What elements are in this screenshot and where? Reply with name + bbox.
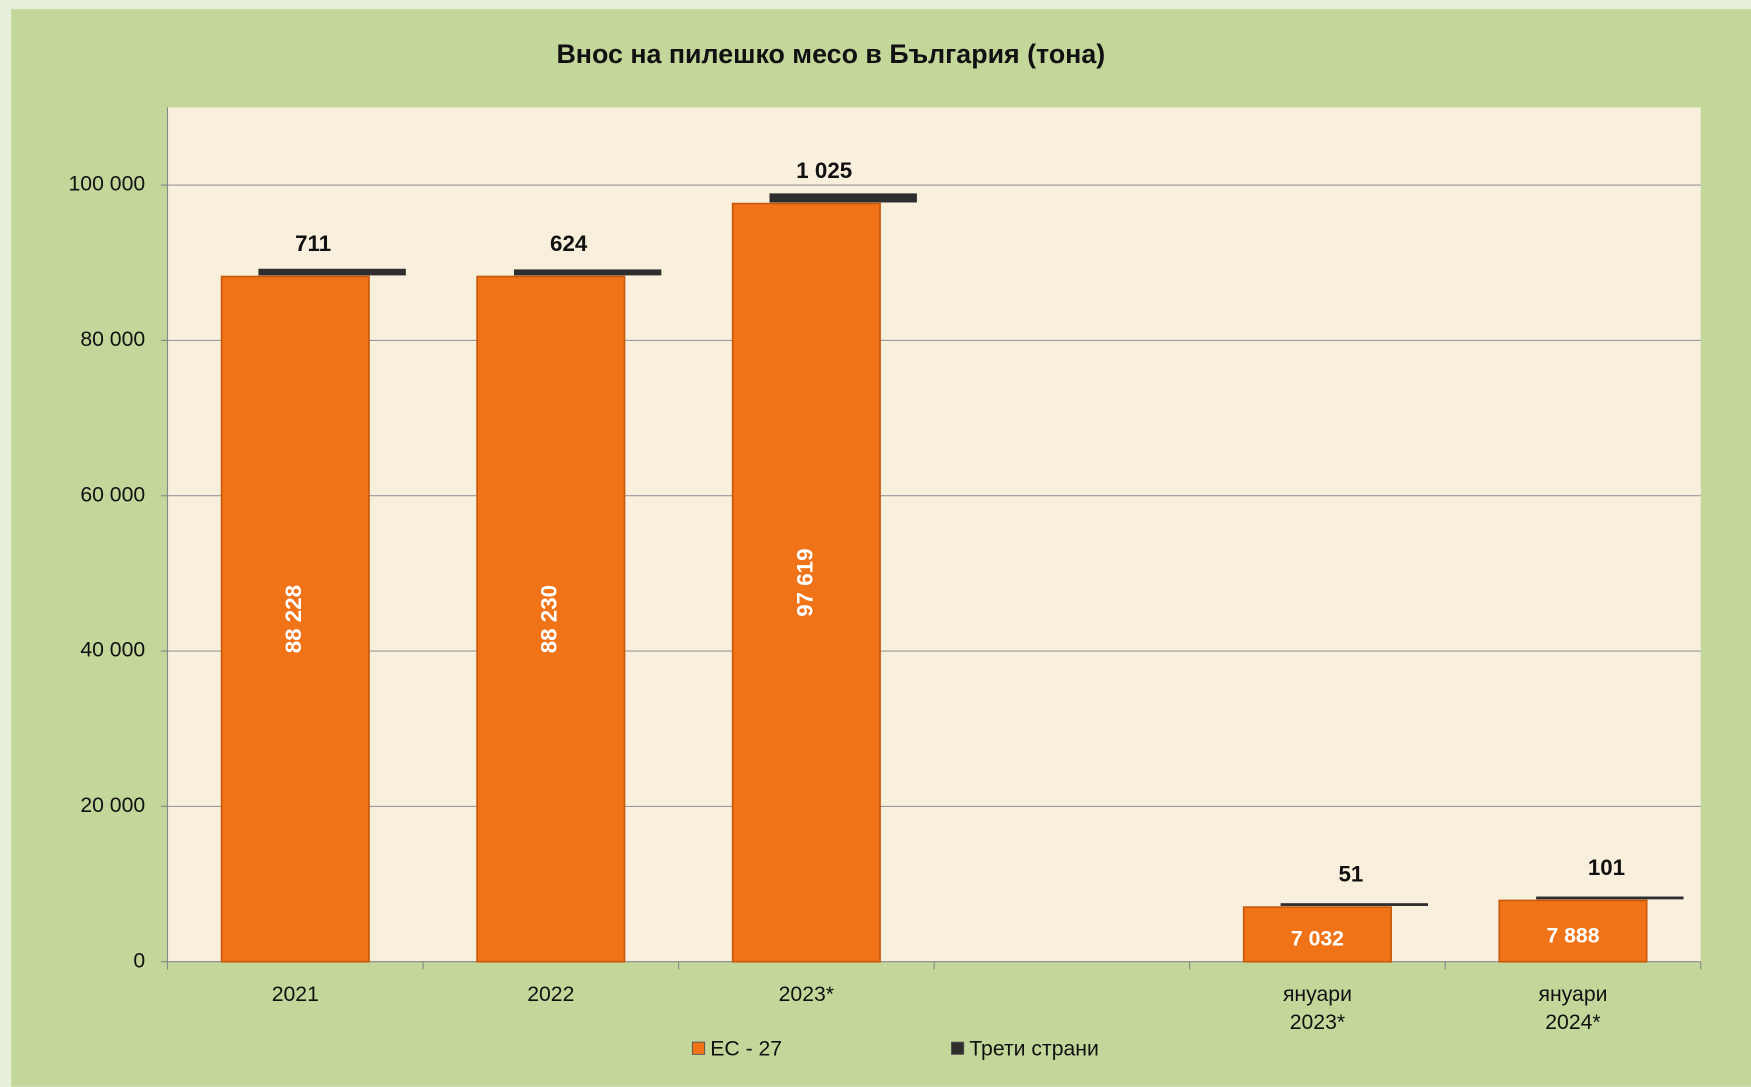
bar-value-label: 51	[1339, 862, 1364, 887]
bar-segment	[769, 193, 917, 203]
bar-segment	[1498, 899, 1648, 963]
bar-segment	[476, 275, 626, 963]
bar-value-label: 7 032	[1291, 928, 1344, 951]
x-tick-label: януари 2023*	[1283, 983, 1352, 1034]
bar-segment	[1280, 903, 1428, 906]
legend-swatch	[691, 1041, 706, 1055]
bar-value-label: 88 228	[281, 585, 306, 653]
bar-segment	[220, 275, 370, 963]
chart-title: Внос на пилешко месо в България (тона)	[556, 39, 1105, 69]
bar-segment	[1536, 896, 1684, 900]
bar-value-label: 88 230	[537, 585, 562, 653]
legend-label: Трети страни	[969, 1038, 1099, 1061]
y-tick-label: 60 000	[80, 483, 145, 506]
bar-value-label: 97 619	[792, 548, 817, 616]
bar-value-label: 624	[550, 231, 588, 256]
bar-segment	[258, 268, 406, 276]
bar-value-label: 1 025	[796, 158, 852, 183]
bar-segment	[1242, 906, 1392, 963]
bar-segment	[513, 269, 662, 276]
y-tick-label: 100 000	[69, 173, 146, 196]
x-tick-label: януари 2024*	[1538, 983, 1607, 1034]
y-tick-label: 40 000	[80, 639, 145, 662]
plot-area	[167, 107, 1701, 962]
legend-swatch	[950, 1041, 965, 1055]
bar-value-label: 7 888	[1546, 924, 1599, 947]
legend-label: ЕС - 27	[710, 1038, 782, 1061]
x-tick-label: 2023*	[779, 983, 834, 1006]
y-tick-label: 20 000	[80, 794, 145, 817]
x-tick-label: 2022	[527, 983, 574, 1006]
x-tick-label: 2021	[272, 983, 319, 1006]
bar-value-label: 101	[1588, 855, 1625, 880]
bar-segment	[731, 202, 881, 963]
bar-value-label: 711	[295, 231, 331, 256]
y-tick-label: 80 000	[80, 328, 145, 351]
y-tick-label: 0	[133, 949, 145, 972]
